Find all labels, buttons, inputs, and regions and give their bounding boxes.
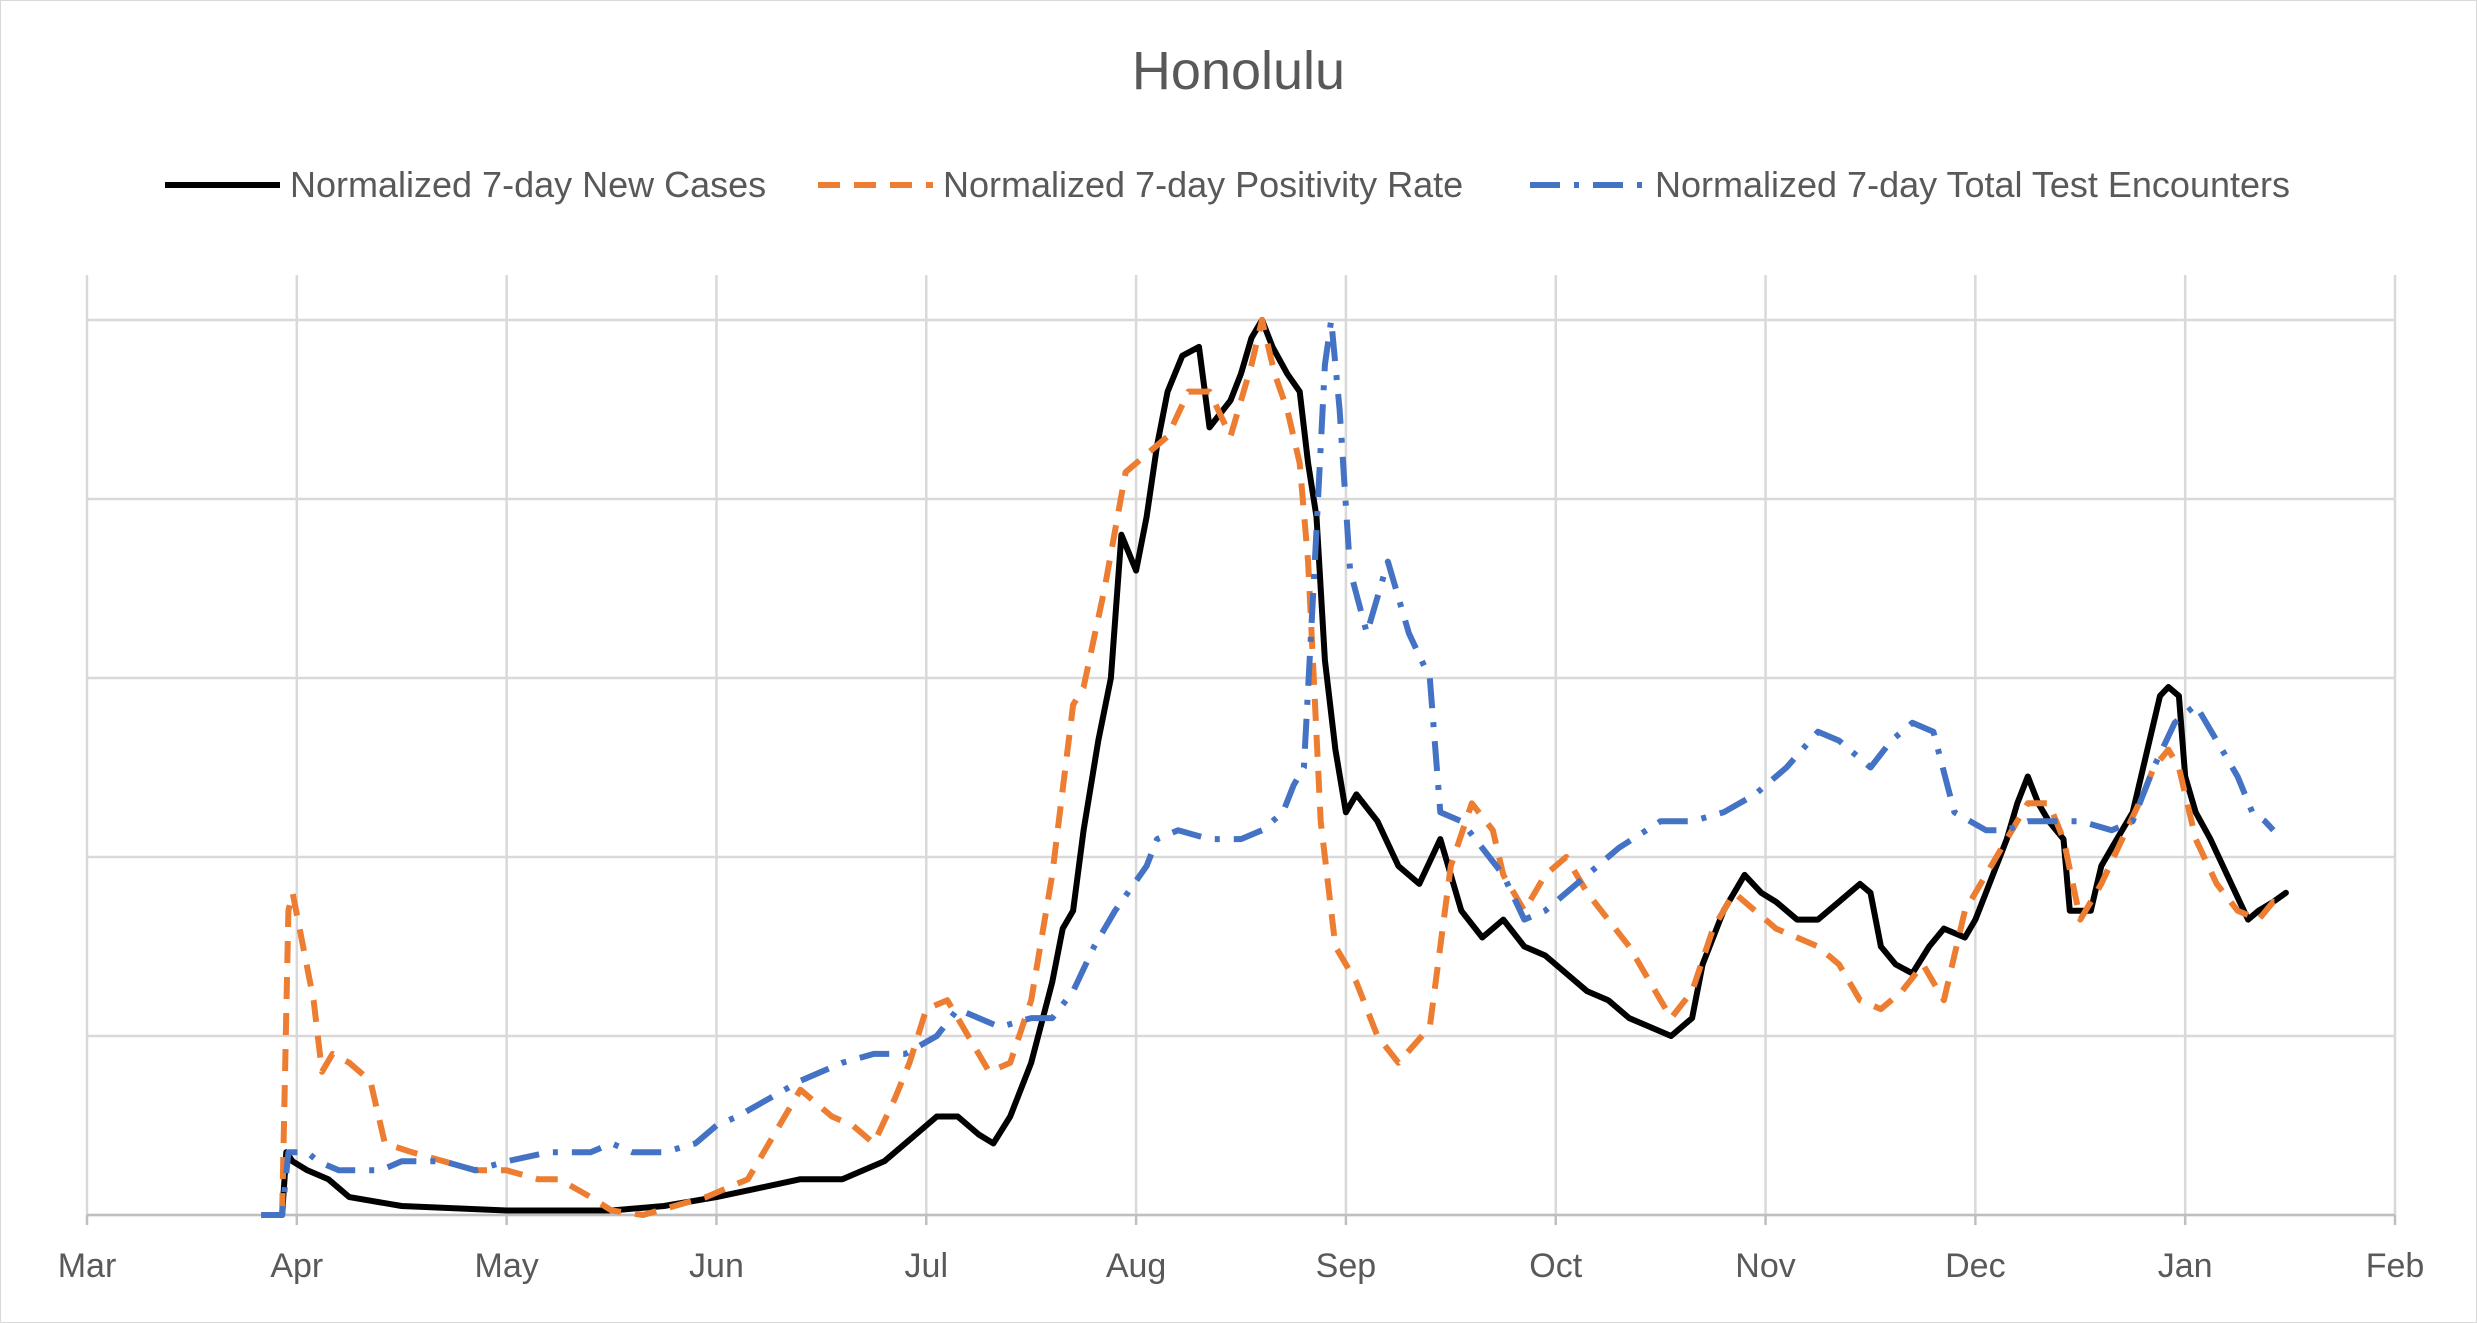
legend-label: Normalized 7-day Positivity Rate	[943, 164, 1464, 205]
x-axis-ticks: Mar Apr May Jun Jul Aug Sep Oct Nov Dec Jan Feb	[58, 1247, 2425, 1285]
legend-label: Normalized 7-day Total Test Encounters	[1655, 164, 2290, 205]
chart-legend: Normalized 7-day New Cases Normalized 7-…	[0, 160, 2477, 210]
x-tick-label: Jun	[689, 1247, 744, 1285]
x-tick-label: Apr	[270, 1247, 323, 1285]
series-line-0	[279, 317, 2289, 1218]
x-tick-label: Nov	[1735, 1247, 1795, 1285]
x-tick-label: Jul	[905, 1247, 948, 1285]
x-tick-label: Oct	[1529, 1247, 1582, 1285]
series-line-1	[279, 317, 2286, 1218]
x-tick-label: Jan	[2158, 1247, 2213, 1285]
x-tick-label: May	[475, 1247, 539, 1285]
grid	[85, 275, 2397, 1225]
x-tick-label: Dec	[1945, 1247, 2005, 1285]
x-tick-label: Aug	[1106, 1247, 1167, 1285]
x-tick-label: Sep	[1316, 1247, 1377, 1285]
chart-title: Honolulu	[1131, 41, 1346, 101]
x-tick-label: Mar	[58, 1247, 117, 1285]
legend-swatch-dashdot	[1530, 182, 1645, 188]
legend-swatch-solid	[165, 182, 280, 188]
legend-item-test-encounters: Normalized 7-day Total Test Encounters	[1530, 160, 2290, 210]
series-line-2	[261, 317, 2276, 1218]
legend-item-positivity-rate: Normalized 7-day Positivity Rate	[818, 160, 1463, 210]
legend-swatch-dash	[818, 182, 933, 188]
legend-item-new-cases: Normalized 7-day New Cases	[165, 160, 766, 210]
series-lines	[261, 317, 2289, 1218]
legend-label: Normalized 7-day New Cases	[290, 164, 767, 205]
x-tick-label: Feb	[2366, 1247, 2425, 1285]
